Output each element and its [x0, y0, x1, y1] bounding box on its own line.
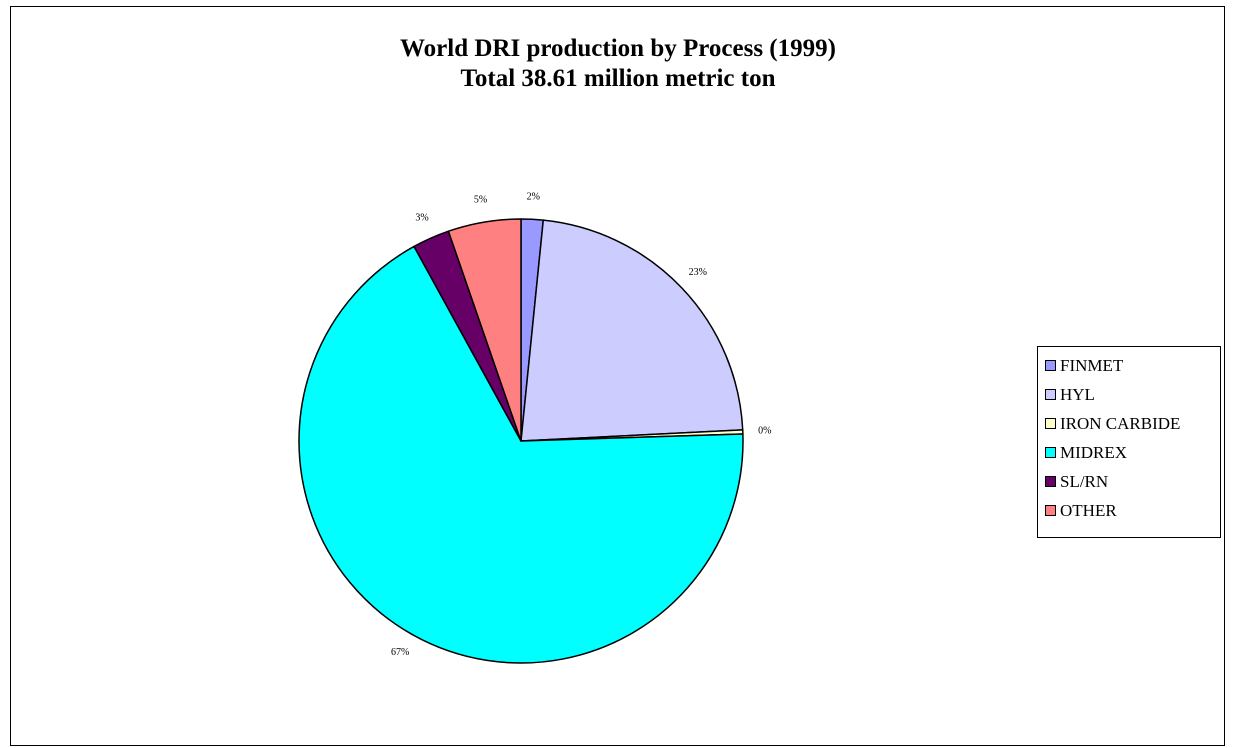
pie-slice-hyl	[520, 219, 744, 442]
legend-swatch-sl-rn	[1045, 476, 1056, 487]
data-label-other: 5%	[474, 195, 487, 206]
legend-item-sl-rn: SL/RN	[1038, 467, 1220, 496]
legend-label-other: OTHER	[1060, 500, 1117, 520]
legend: FINMET HYL IRON CARBIDE MIDREX SL/RN OTHER	[1037, 346, 1221, 538]
legend-label-sl-rn: SL/RN	[1060, 471, 1109, 491]
legend-swatch-iron-carbide	[1045, 418, 1056, 429]
pie-slice-midrex	[298, 245, 744, 664]
data-label-iron-carbide: 0%	[758, 425, 771, 436]
data-label-midrex: 67%	[391, 647, 409, 658]
legend-swatch-finmet	[1045, 360, 1056, 371]
legend-item-hyl: HYL	[1038, 380, 1220, 409]
legend-swatch-other	[1045, 505, 1056, 516]
chart-title: World DRI production by Process (1999) T…	[0, 34, 1236, 94]
legend-label-finmet: FINMET	[1060, 355, 1124, 375]
pie-slice-other	[447, 218, 522, 442]
legend-swatch-midrex	[1045, 447, 1056, 458]
chart-title-line-2: Total 38.61 million metric ton	[460, 65, 776, 92]
legend-swatch-hyl	[1045, 389, 1056, 400]
data-label-finmet: 2%	[527, 192, 540, 203]
legend-item-finmet: FINMET	[1038, 351, 1220, 380]
chart-title-line-1: World DRI production by Process (1999)	[400, 35, 836, 62]
legend-label-iron-carbide: IRON CARBIDE	[1060, 413, 1181, 433]
legend-item-midrex: MIDREX	[1038, 438, 1220, 467]
legend-item-other: OTHER	[1038, 496, 1220, 525]
legend-label-midrex: MIDREX	[1060, 442, 1128, 462]
legend-label-hyl: HYL	[1060, 384, 1095, 404]
data-label-hyl: 23%	[689, 267, 707, 278]
data-label-sl-rn: 3%	[415, 212, 428, 223]
legend-item-iron-carbide: IRON CARBIDE	[1038, 409, 1220, 438]
